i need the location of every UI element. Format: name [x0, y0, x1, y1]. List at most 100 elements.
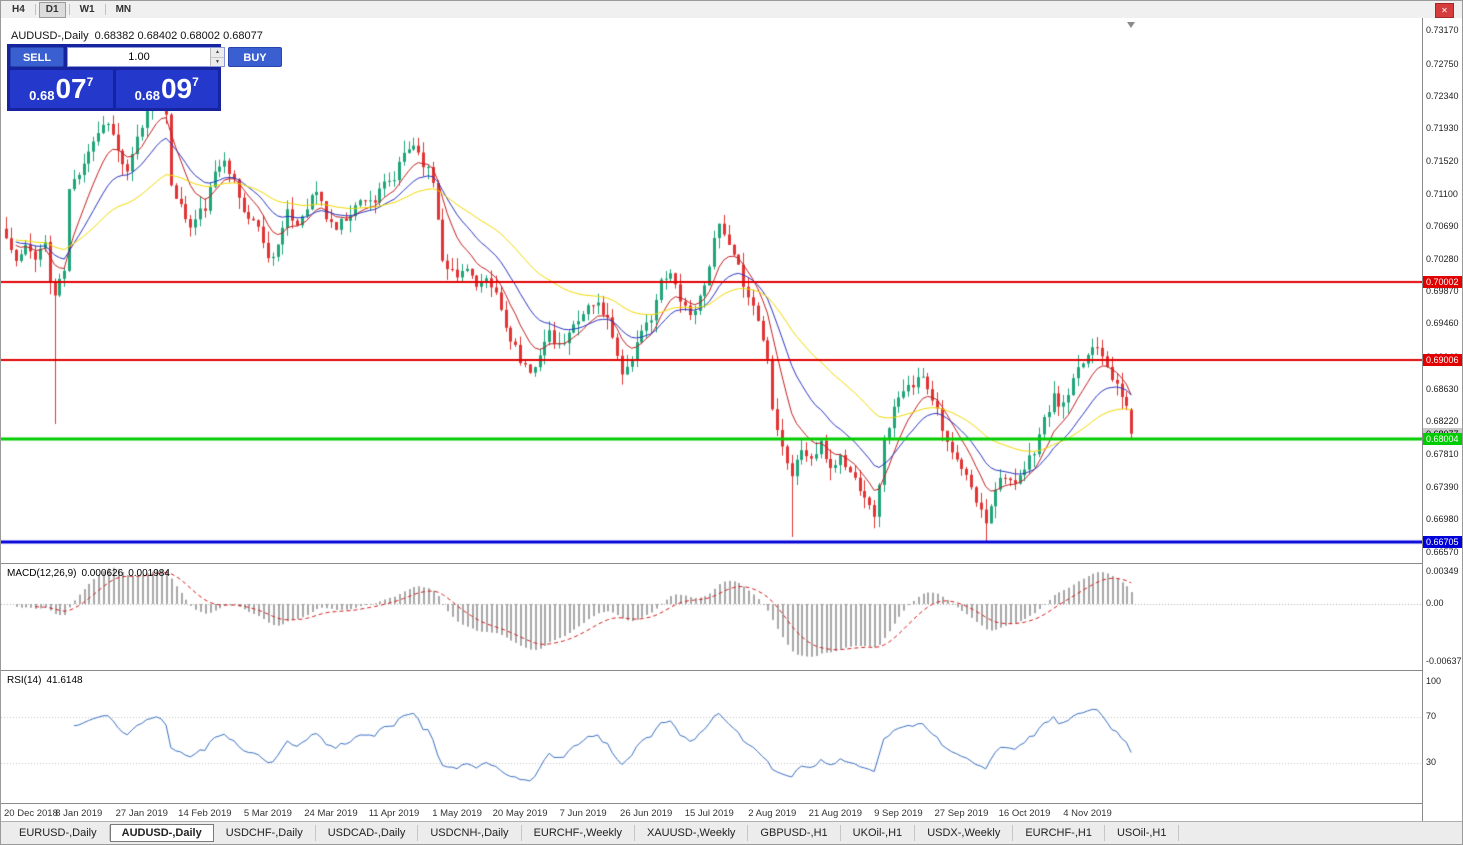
- hline-price-tag: 0.66705: [1423, 536, 1462, 549]
- axis-label: 0.68630: [1426, 384, 1459, 395]
- date-axis-label: 26 Jun 2019: [620, 808, 673, 819]
- axis-label: 0.66570: [1426, 546, 1459, 557]
- sell-button[interactable]: SELL: [10, 47, 64, 67]
- pane-splitter-rsi[interactable]: [1, 670, 1462, 671]
- timeframe-buttons: H4 D1 W1 MN: [1, 1, 138, 18]
- sell-price-prefix: 0.68: [29, 88, 55, 103]
- chart-tab-usdchf-daily[interactable]: USDCHF-,Daily: [214, 825, 316, 841]
- axis-label: 0.00: [1426, 598, 1444, 608]
- buy-button[interactable]: BUY: [228, 47, 282, 67]
- buy-price-prefix: 0.68: [134, 88, 160, 103]
- pane-splitter-macd[interactable]: [1, 563, 1462, 564]
- date-axis-label: 8 Jan 2019: [55, 808, 103, 819]
- chart-tab-eurchf-h1[interactable]: EURCHF-,H1: [1013, 825, 1105, 841]
- chart-tab-eurusd-daily[interactable]: EURUSD-,Daily: [7, 825, 110, 841]
- chart-tab-gbpusd-h1[interactable]: GBPUSD-,H1: [748, 825, 841, 841]
- toolbar-separator: [68, 4, 70, 15]
- date-axis-label: 20 Dec 2018: [4, 808, 58, 819]
- volume-down-button[interactable]: ▼: [211, 57, 224, 66]
- date-axis-label: 2 Aug 2019: [748, 808, 797, 819]
- chart-tab-usoil-h1[interactable]: USOil-,H1: [1105, 825, 1180, 841]
- hline-price-tag: 0.69006: [1423, 354, 1462, 367]
- date-axis-label: 16 Oct 2019: [998, 808, 1051, 819]
- sell-price-display[interactable]: 0.68 07 7: [10, 70, 113, 108]
- timeframe-button-w1[interactable]: W1: [79, 3, 95, 15]
- toolbar-separator: [34, 4, 36, 15]
- rsi-value: 41.6148: [46, 675, 83, 686]
- axis-label: 0.68220: [1426, 416, 1459, 427]
- chart-shift-marker-icon[interactable]: [1127, 22, 1135, 28]
- date-axis-label: 27 Jan 2019: [115, 808, 168, 819]
- date-axis-label: 24 Mar 2019: [304, 808, 358, 819]
- hline-price-tag: 0.68004: [1423, 433, 1462, 446]
- axis-label: 0.70690: [1426, 221, 1459, 232]
- date-axis-label: 15 Jul 2019: [684, 808, 734, 819]
- hline-price-tag: 0.70002: [1423, 275, 1462, 288]
- date-axis-label: 20 May 2019: [492, 808, 548, 819]
- date-axis-label: 14 Feb 2019: [178, 808, 232, 819]
- chart-tab-ukoil-h1[interactable]: UKOil-,H1: [841, 825, 916, 841]
- chart-ohlc-values: 0.68382 0.68402 0.68002 0.68077: [94, 30, 263, 42]
- chart-tab-usdcad-daily[interactable]: USDCAD-,Daily: [316, 825, 419, 841]
- axis-label: 0.66980: [1426, 514, 1459, 525]
- date-axis-label: 1 May 2019: [432, 808, 482, 819]
- axis-label: 0.73170: [1426, 25, 1459, 36]
- toolbar-separator: [104, 4, 106, 15]
- price-chart-pane: AUDUSD-,Daily 0.68382 0.68402 0.68002 0.6…: [1, 18, 1422, 563]
- rsi-pane: RSI(14) 41.6148: [1, 671, 1422, 803]
- axis-label: 0.71930: [1426, 123, 1459, 134]
- chart-workspace: AUDUSD-,Daily 0.68382 0.68402 0.68002 0.6…: [1, 18, 1462, 823]
- buy-price-display[interactable]: 0.68 09 7: [115, 70, 218, 108]
- chart-tabs-bar: EURUSD-,Daily AUDUSD-,Daily USDCHF-,Daily U…: [1, 821, 1462, 844]
- rsi-canvas[interactable]: [1, 671, 1422, 803]
- macd-value-main: 0.000626: [81, 568, 124, 579]
- date-axis-label: 27 Sep 2019: [934, 808, 989, 819]
- axis-label: 70: [1426, 710, 1437, 721]
- date-axis-label: 11 Apr 2019: [368, 808, 420, 819]
- chart-tab-usdx-weekly[interactable]: USDX-,Weekly: [915, 825, 1014, 841]
- volume-control: ▲ ▼: [67, 47, 225, 67]
- axis-label: 0.67390: [1426, 481, 1459, 492]
- date-axis-label: 4 Nov 2019: [1063, 808, 1112, 819]
- volume-input[interactable]: [68, 48, 210, 66]
- macd-label: MACD(12,26,9) 0.000626 0.001984: [7, 568, 175, 579]
- trade-prices-row: 0.68 07 7 0.68 09 7: [10, 70, 218, 108]
- axis-label: 0.69460: [1426, 318, 1459, 329]
- chart-tab-eurchf-weekly[interactable]: EURCHF-,Weekly: [522, 825, 635, 841]
- axis-label: 0.71100: [1426, 188, 1458, 199]
- chart-tab-audusd-daily[interactable]: AUDUSD-,Daily: [109, 824, 214, 842]
- axis-label: 0.71520: [1426, 155, 1459, 166]
- chart-tab-xauusd-weekly[interactable]: XAUUSD-,Weekly: [635, 825, 749, 841]
- toolbar: H4 D1 W1 MN ✕: [1, 1, 1462, 19]
- axis-label: 0.69870: [1426, 286, 1459, 297]
- rsi-label: RSI(14) 41.6148: [7, 675, 88, 686]
- axis-label: 0.72750: [1426, 58, 1459, 69]
- one-click-trading-panel: SELL ▲ ▼ BUY 0.68 07 7: [7, 44, 282, 111]
- timeframe-button-mn[interactable]: MN: [115, 3, 132, 15]
- macd-name: MACD(12,26,9): [7, 568, 77, 579]
- macd-canvas[interactable]: [1, 564, 1422, 670]
- axis-label: 30: [1426, 757, 1437, 768]
- sell-price-main: 07: [55, 73, 87, 104]
- price-axis[interactable]: 0.73170 0.72750 0.72340 0.71930 0.71520 0.711…: [1423, 18, 1462, 823]
- axis-label: 100: [1426, 676, 1442, 686]
- timeframe-button-d1[interactable]: D1: [38, 1, 66, 18]
- chart-tab-usdcnh-daily[interactable]: USDCNH-,Daily: [418, 825, 522, 841]
- axis-label: -0.00637: [1426, 655, 1462, 666]
- axis-label: 0.72340: [1426, 90, 1459, 101]
- close-button[interactable]: ✕: [1435, 3, 1454, 18]
- macd-pane: MACD(12,26,9) 0.000626 0.001984: [1, 564, 1422, 670]
- date-axis-label: 7 Jun 2019: [559, 808, 607, 819]
- date-axis[interactable]: 20 Dec 2018 8 Jan 2019 27 Jan 2019 14 Feb 2…: [1, 804, 1422, 823]
- chart-title: AUDUSD-,Daily 0.68382 0.68402 0.68002 0.6…: [11, 30, 263, 42]
- volume-spinner: ▲ ▼: [210, 48, 224, 66]
- timeframe-button-h4[interactable]: H4: [12, 3, 25, 15]
- date-axis-separator: [1, 803, 1462, 804]
- price-chart-canvas[interactable]: [1, 18, 1422, 563]
- price-axis-separator: [1422, 18, 1423, 823]
- volume-up-button[interactable]: ▲: [211, 48, 224, 58]
- rsi-name: RSI(14): [7, 675, 42, 686]
- date-axis-label: 5 Mar 2019: [243, 808, 292, 819]
- buy-price-sup: 7: [192, 75, 199, 89]
